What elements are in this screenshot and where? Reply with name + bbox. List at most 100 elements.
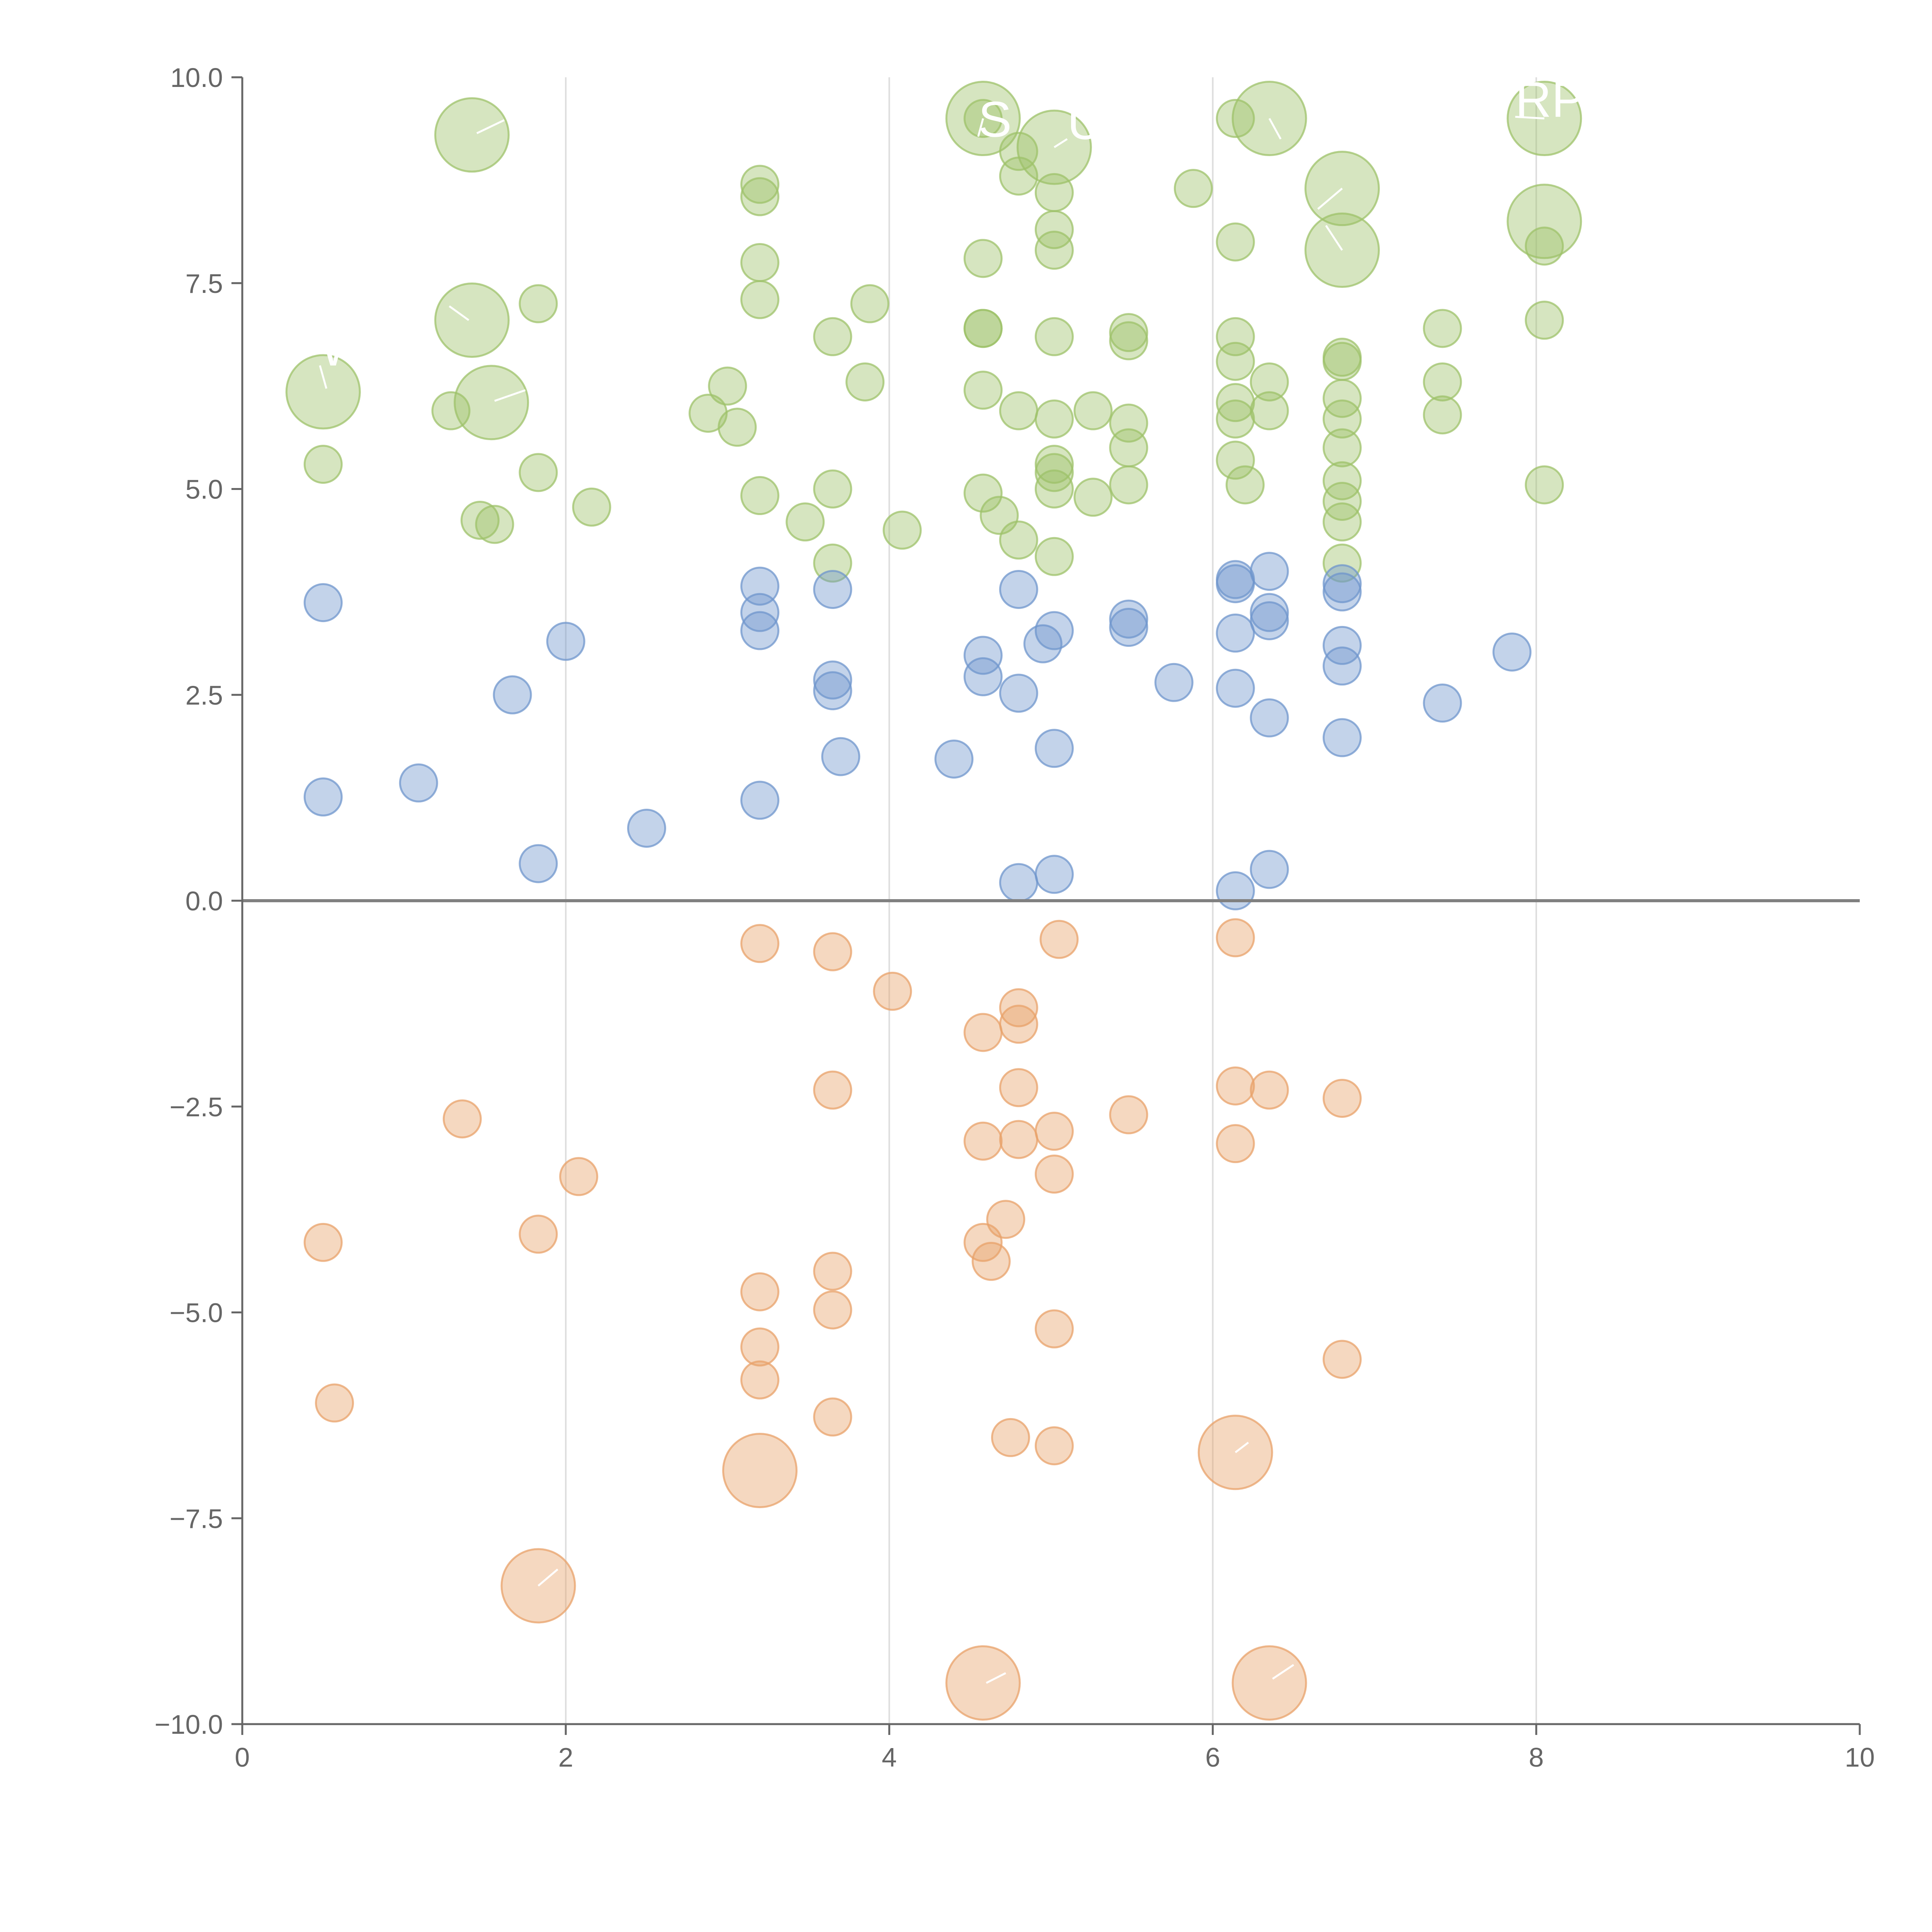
point-series-0-39: [1322, 342, 1362, 381]
point-series-1-22: [1322, 646, 1362, 686]
annotation-label-4: W: [320, 320, 367, 376]
point-series-0-83: [1034, 537, 1074, 576]
point-series-2-7: [963, 1013, 1003, 1052]
x-tick-label-6: 6: [1205, 1742, 1220, 1772]
point-series-0-43: [708, 366, 747, 406]
point-series-1-17: [546, 622, 585, 661]
point-series-2-26: [813, 1252, 852, 1291]
point-series-0-45: [1216, 383, 1255, 422]
point-series-2-4: [873, 971, 912, 1011]
point-series-0-23: [963, 239, 1003, 278]
point-series-2-35: [991, 1418, 1030, 1457]
point-series-2-12: [1322, 1078, 1362, 1118]
point-series-1-6: [1250, 552, 1289, 591]
point-series-0-32: [813, 317, 852, 356]
point-series-0-27: [850, 284, 889, 323]
point-series-2-23: [963, 1223, 1003, 1262]
point-series-0-68: [1322, 461, 1362, 500]
point-series-0-22: [1525, 226, 1564, 266]
point-series-2-38: [722, 1433, 798, 1509]
y-tick-label-3: −2.5: [170, 1092, 223, 1122]
annotation-label-0: C: [504, 75, 541, 131]
point-series-0-78: [475, 505, 514, 544]
point-series-1-19: [1322, 626, 1362, 665]
point-series-0-46: [1322, 379, 1362, 418]
annotation-line-2: [1054, 138, 1068, 148]
point-series-2-2: [740, 924, 780, 963]
point-series-2-25: [971, 1242, 1011, 1281]
point-series-0-80: [1322, 502, 1362, 542]
point-series-0-0: [434, 97, 510, 173]
point-series-2-8: [999, 1068, 1038, 1107]
axes: 0 2 4 6 8 10 −10.0 −7.5 −5.0 −2.5 0.0 2.5 5.0 7.5 10.0: [155, 63, 1875, 1772]
point-series-1-36: [399, 763, 438, 803]
point-series-2-3: [813, 932, 852, 971]
y-tick-label-6: 5.0: [185, 474, 223, 505]
point-series-1-35: [934, 739, 974, 779]
point-series-1-33: [1034, 729, 1074, 768]
point-series-1-10: [1109, 599, 1148, 639]
point-series-1-14: [740, 611, 780, 650]
point-series-1-24: [963, 657, 1003, 696]
point-series-2-10: [1216, 1066, 1255, 1105]
point-series-2-11: [1250, 1070, 1289, 1110]
point-series-0-50: [1073, 391, 1113, 430]
point-series-0-17: [1034, 173, 1074, 212]
point-series-0-19: [1034, 210, 1074, 249]
point-series-0-28: [1525, 301, 1564, 340]
point-series-0-63: [1034, 453, 1074, 492]
point-series-0-74: [1322, 481, 1362, 521]
point-series-0-20: [1034, 231, 1074, 270]
point-series-0-72: [963, 473, 1003, 513]
point-series-0-44: [963, 371, 1003, 410]
point-series-1-27: [813, 671, 852, 711]
y-tick-label-4: 0.0: [185, 886, 223, 916]
point-series-0-49: [999, 391, 1038, 430]
y-tick-label-7: 7.5: [185, 269, 223, 299]
point-series-1-0: [303, 583, 343, 622]
point-series-0-82: [999, 520, 1038, 560]
point-series-2-33: [315, 1383, 354, 1423]
point-series-0-57: [718, 408, 757, 447]
point-series-1-32: [1322, 718, 1362, 757]
point-series-0-31: [1423, 309, 1462, 348]
x-tick-label-10: 10: [1845, 1742, 1875, 1772]
annotation-line-1: [977, 118, 984, 137]
point-series-1-38: [740, 781, 780, 820]
point-series-1-30: [1423, 684, 1462, 723]
callout-line-6: [537, 1568, 558, 1587]
point-series-1-29: [493, 675, 532, 714]
point-series-0-24: [740, 243, 780, 282]
bubble-points: [285, 81, 1582, 1721]
point-series-1-2: [813, 570, 852, 609]
point-series-1-11: [1250, 593, 1289, 632]
point-series-2-32: [740, 1360, 780, 1400]
point-series-1-5: [1216, 564, 1255, 604]
point-series-0-67: [1225, 465, 1265, 505]
point-series-0-16: [740, 177, 780, 216]
point-series-0-64: [519, 453, 558, 492]
point-series-1-28: [999, 673, 1038, 713]
point-series-2-41: [1231, 1645, 1307, 1721]
point-series-0-59: [1322, 428, 1362, 468]
point-series-2-5: [999, 988, 1038, 1027]
point-series-1-34: [821, 737, 861, 776]
point-series-1-37: [303, 777, 343, 816]
point-series-2-24: [303, 1223, 343, 1262]
callout-line-2: [1317, 187, 1343, 210]
point-series-0-66: [1109, 465, 1148, 505]
point-series-0-34: [1109, 313, 1148, 352]
point-series-1-42: [1034, 855, 1074, 894]
point-series-1-31: [1250, 698, 1289, 738]
point-series-1-43: [999, 863, 1038, 902]
point-series-0-35: [1109, 321, 1148, 361]
y-tick-label-8: 10.0: [170, 63, 223, 93]
callout-line-1: [1268, 118, 1282, 140]
point-series-0-79: [786, 502, 825, 542]
annotation-line-4: [319, 365, 328, 389]
x-tick-label-0: 0: [235, 1742, 250, 1772]
callout-line-4: [494, 389, 526, 402]
point-series-1-40: [519, 844, 558, 883]
point-series-1-8: [1322, 572, 1362, 612]
